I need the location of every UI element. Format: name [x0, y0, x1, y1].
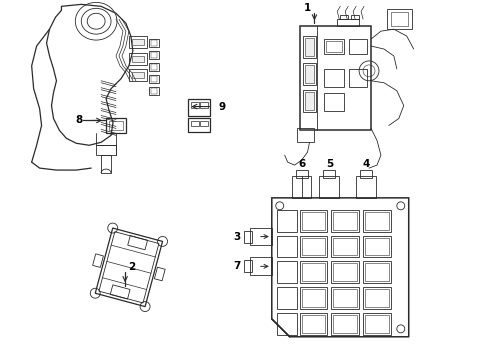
Bar [106, 118, 126, 133]
Bar [301, 289, 325, 307]
Bar [299, 287, 327, 309]
Bar [132, 56, 144, 62]
Bar [301, 238, 325, 255]
Bar [363, 210, 391, 231]
Bar [301, 212, 325, 230]
Bar [101, 155, 111, 173]
Bar [365, 264, 389, 281]
Text: 8: 8 [75, 116, 83, 126]
Bar [200, 102, 208, 108]
Bar [326, 41, 342, 52]
Bar [149, 75, 159, 83]
Bar [363, 313, 391, 335]
Bar [299, 261, 327, 283]
Bar [387, 9, 412, 29]
Bar [302, 90, 317, 112]
Bar [331, 261, 359, 283]
Bar [301, 264, 325, 281]
Bar [149, 39, 159, 47]
Text: 1: 1 [304, 3, 312, 13]
Bar [391, 12, 408, 26]
Text: 9: 9 [218, 102, 225, 112]
Bar [331, 210, 359, 231]
Bar [340, 15, 348, 19]
Bar [192, 121, 199, 126]
Bar [295, 170, 308, 178]
Bar [324, 39, 344, 54]
Bar [299, 210, 327, 231]
Bar [360, 170, 372, 178]
Bar [129, 69, 147, 81]
Bar [331, 235, 359, 257]
Bar [151, 88, 157, 94]
Bar [365, 212, 389, 230]
Bar [132, 72, 144, 78]
Text: 6: 6 [298, 159, 305, 169]
Bar [365, 289, 389, 307]
Text: 2: 2 [128, 262, 135, 272]
Bar [337, 19, 359, 26]
Bar [96, 145, 116, 155]
Bar [349, 39, 367, 54]
Bar [349, 69, 367, 87]
Bar [324, 69, 344, 87]
Bar [192, 102, 199, 108]
Bar [277, 313, 296, 335]
Bar [189, 99, 210, 117]
Bar [151, 52, 157, 58]
Bar [292, 176, 312, 198]
Bar [333, 315, 357, 333]
Bar [305, 38, 315, 56]
Bar [299, 235, 327, 257]
Bar [299, 26, 371, 130]
Text: 5: 5 [326, 159, 333, 169]
Bar [319, 176, 339, 198]
Bar [299, 313, 327, 335]
Bar [331, 287, 359, 309]
Bar [333, 238, 357, 255]
Bar [331, 313, 359, 335]
Bar [109, 121, 123, 130]
Bar [250, 257, 272, 275]
Bar [363, 235, 391, 257]
Bar [305, 92, 315, 109]
Bar [151, 76, 157, 82]
Bar [301, 315, 325, 333]
Bar [132, 39, 144, 45]
Bar [244, 231, 252, 243]
Bar [323, 170, 335, 178]
Bar [363, 287, 391, 309]
Bar [365, 238, 389, 255]
Bar [277, 235, 296, 257]
Text: 3: 3 [233, 231, 241, 242]
Bar [151, 64, 157, 70]
Bar [129, 36, 147, 48]
Bar [365, 315, 389, 333]
Bar [333, 264, 357, 281]
Bar [149, 51, 159, 59]
Bar [302, 36, 317, 58]
Bar [302, 63, 317, 85]
Bar [356, 176, 376, 198]
Bar [244, 260, 252, 272]
Bar [277, 287, 296, 309]
Text: 7: 7 [233, 261, 241, 271]
Bar [189, 118, 210, 132]
Bar [250, 228, 272, 246]
Bar [200, 121, 208, 126]
Bar [296, 129, 315, 142]
Bar [305, 65, 315, 83]
Bar [333, 289, 357, 307]
Bar [277, 210, 296, 231]
Bar [363, 261, 391, 283]
Bar [149, 87, 159, 95]
Bar [149, 63, 159, 71]
Bar [151, 40, 157, 46]
Text: 4: 4 [363, 159, 370, 169]
Bar [277, 261, 296, 283]
Bar [333, 212, 357, 230]
Bar [351, 15, 359, 19]
Bar [324, 93, 344, 111]
Bar [129, 53, 147, 65]
